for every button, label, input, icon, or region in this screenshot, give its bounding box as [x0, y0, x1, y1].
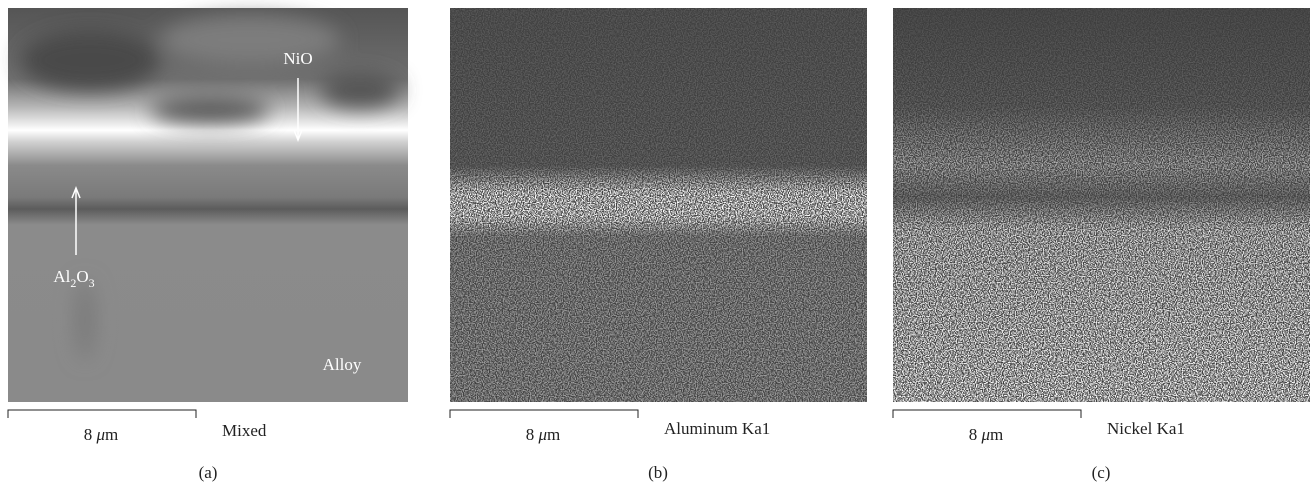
label: Alloy: [323, 355, 362, 374]
panel-letter: (c): [1092, 463, 1111, 482]
panel-c: 8 μm Nickel Ka1 (c): [892, 8, 1310, 482]
scale-label: 8 μm: [969, 425, 1004, 444]
element-map: [893, 8, 1310, 402]
label: Al2O3: [53, 267, 94, 290]
scale-label: 8 μm: [84, 425, 119, 444]
scale-bar: [892, 409, 1082, 418]
arrow-head: [71, 185, 81, 199]
panel-letter: (a): [199, 463, 218, 482]
caption: Aluminum Ka1: [664, 419, 770, 438]
element-map: [450, 8, 867, 402]
scale-bar: [449, 409, 639, 418]
scale-label: 8 μm: [526, 425, 561, 444]
label: NiO: [283, 49, 312, 68]
panel-a: NiO Al2O3 Alloy 8 μm Mixed (a): [7, 8, 408, 482]
panel-letter: (b): [648, 463, 668, 482]
caption: Mixed: [222, 421, 267, 440]
texture: [20, 15, 400, 360]
scale-bar: [7, 409, 197, 418]
arrow-head: [293, 129, 303, 143]
caption: Nickel Ka1: [1107, 419, 1185, 438]
panel-b: 8 μm Aluminum Ka1 (b): [449, 8, 867, 482]
